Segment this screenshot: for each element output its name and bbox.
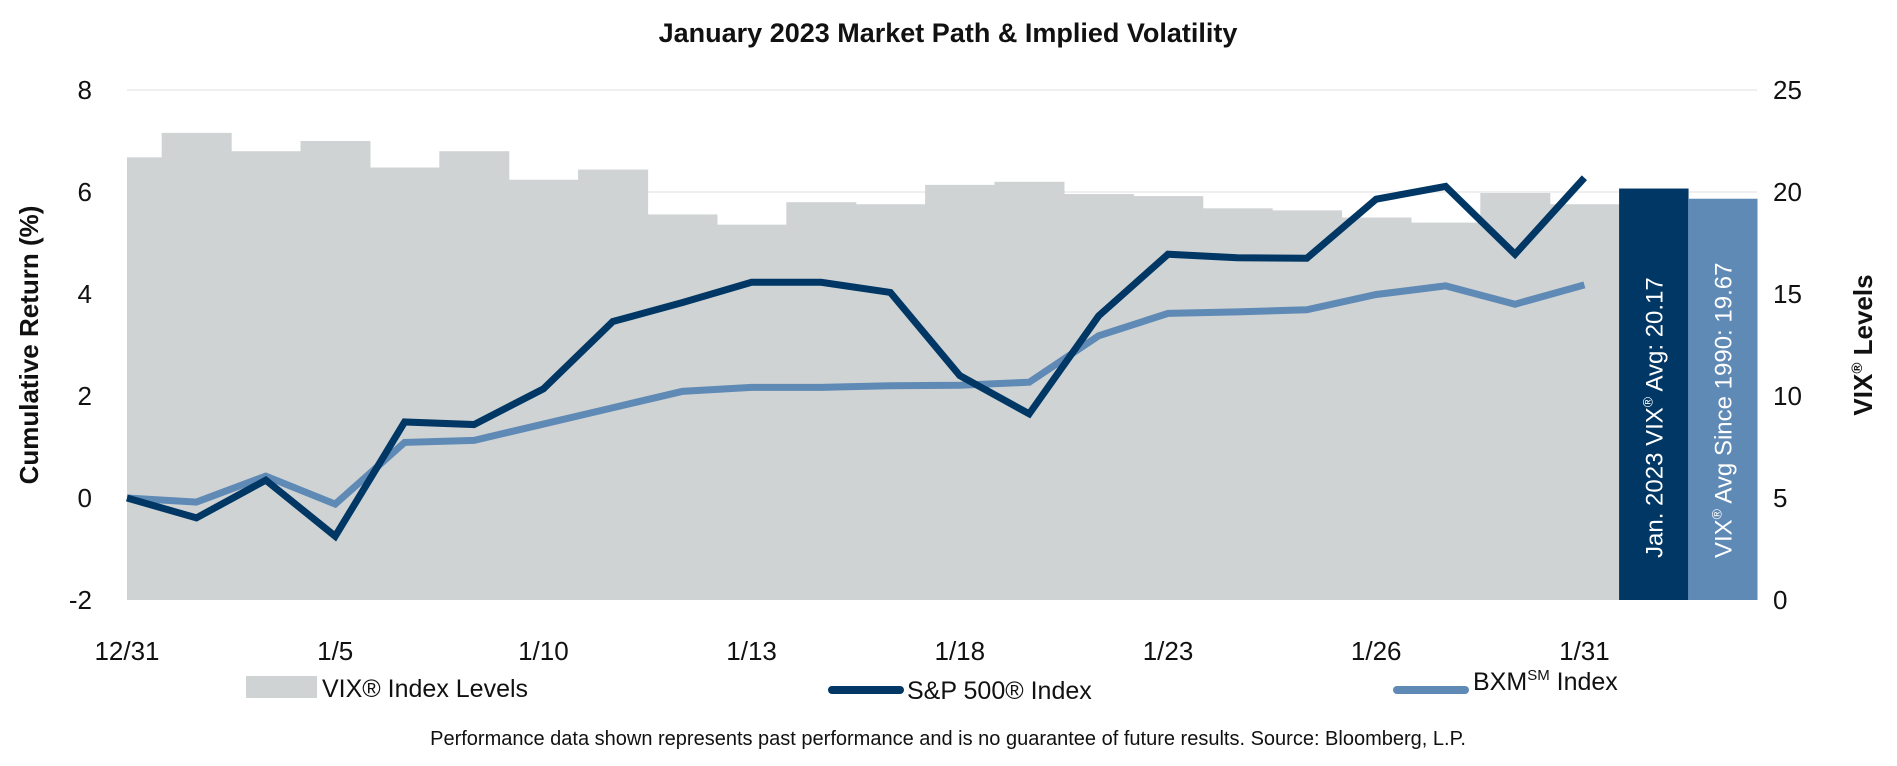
vix-bar (1272, 210, 1343, 601)
right-tick-label: 5 (1773, 483, 1787, 513)
x-tick-label: 1/5 (317, 636, 353, 666)
right-tick-label: 25 (1773, 75, 1802, 105)
average-bar (1619, 188, 1689, 601)
vix-bar (1133, 196, 1204, 600)
left-tick-label: 4 (78, 279, 92, 309)
x-tick-label: 1/13 (726, 636, 777, 666)
left-tick-label: 6 (78, 177, 92, 207)
average-bars: Jan. 2023 VIX® Avg: 20.17 VIX® Avg Since … (1619, 188, 1758, 601)
x-tick-label: 1/26 (1351, 636, 1402, 666)
right-axis-title: VIX® Levels (1848, 274, 1878, 415)
vix-bar (1549, 204, 1620, 601)
x-tick-label: 1/31 (1559, 636, 1610, 666)
vix-bar (994, 181, 1065, 601)
right-tick-label: 15 (1773, 279, 1802, 309)
left-tick-label: 2 (78, 381, 92, 411)
vix-bar (1480, 193, 1551, 600)
vix-bar (855, 204, 926, 601)
vix-bar (578, 169, 649, 600)
right-tick-label: 20 (1773, 177, 1802, 207)
vix-bar (231, 151, 302, 600)
x-axis-ticks: 12/31 1/5 1/10 1/13 1/18 1/23 1/26 1/31 (94, 636, 1609, 666)
vix-bars (127, 132, 1620, 601)
x-tick-label: 1/10 (518, 636, 569, 666)
x-tick-label: 12/31 (94, 636, 159, 666)
average-bar (1688, 198, 1758, 600)
vix-bar (786, 202, 857, 600)
left-axis-title: Cumulative Return (%) (14, 206, 44, 485)
legend-label-bxm: BXMSM Index (1473, 667, 1618, 696)
left-axis-ticks: -2 0 2 4 6 8 (69, 75, 92, 615)
right-axis-ticks: 0 5 10 15 20 25 (1773, 75, 1802, 615)
vix-bar (439, 151, 510, 600)
left-tick-label: -2 (69, 585, 92, 615)
vix-bar (161, 132, 232, 600)
x-tick-label: 1/23 (1143, 636, 1194, 666)
vix-bar (1341, 217, 1412, 600)
footnote: Performance data shown represents past p… (430, 728, 1466, 750)
right-tick-label: 0 (1773, 585, 1787, 615)
average-bar-label: Jan. 2023 VIX® Avg: 20.17 (1640, 277, 1669, 558)
chart-title: January 2023 Market Path & Implied Volat… (659, 18, 1238, 48)
vix-bar (647, 214, 718, 600)
vix-bar (1063, 194, 1134, 601)
right-tick-label: 10 (1773, 381, 1802, 411)
left-tick-label: 8 (78, 75, 92, 105)
vix-bar (1410, 222, 1481, 600)
vix-bar (300, 141, 371, 600)
average-bar-label: VIX® Avg Since 1990: 19.67 (1709, 263, 1738, 558)
series-lines (126, 175, 1587, 542)
x-tick-label: 1/18 (934, 636, 985, 666)
legend: VIX® Index Levels S&P 500® Index BXMSM I… (246, 667, 1618, 705)
line-s-p-500-index (126, 175, 1587, 542)
left-tick-label: 0 (78, 483, 92, 513)
vix-bar (1202, 208, 1273, 600)
vix-bar (369, 167, 440, 600)
legend-label-sp500: S&P 500® Index (907, 677, 1092, 705)
legend-label-vix: VIX® Index Levels (322, 675, 528, 703)
vix-bar (127, 157, 163, 600)
legend-swatch-vix (246, 676, 317, 698)
